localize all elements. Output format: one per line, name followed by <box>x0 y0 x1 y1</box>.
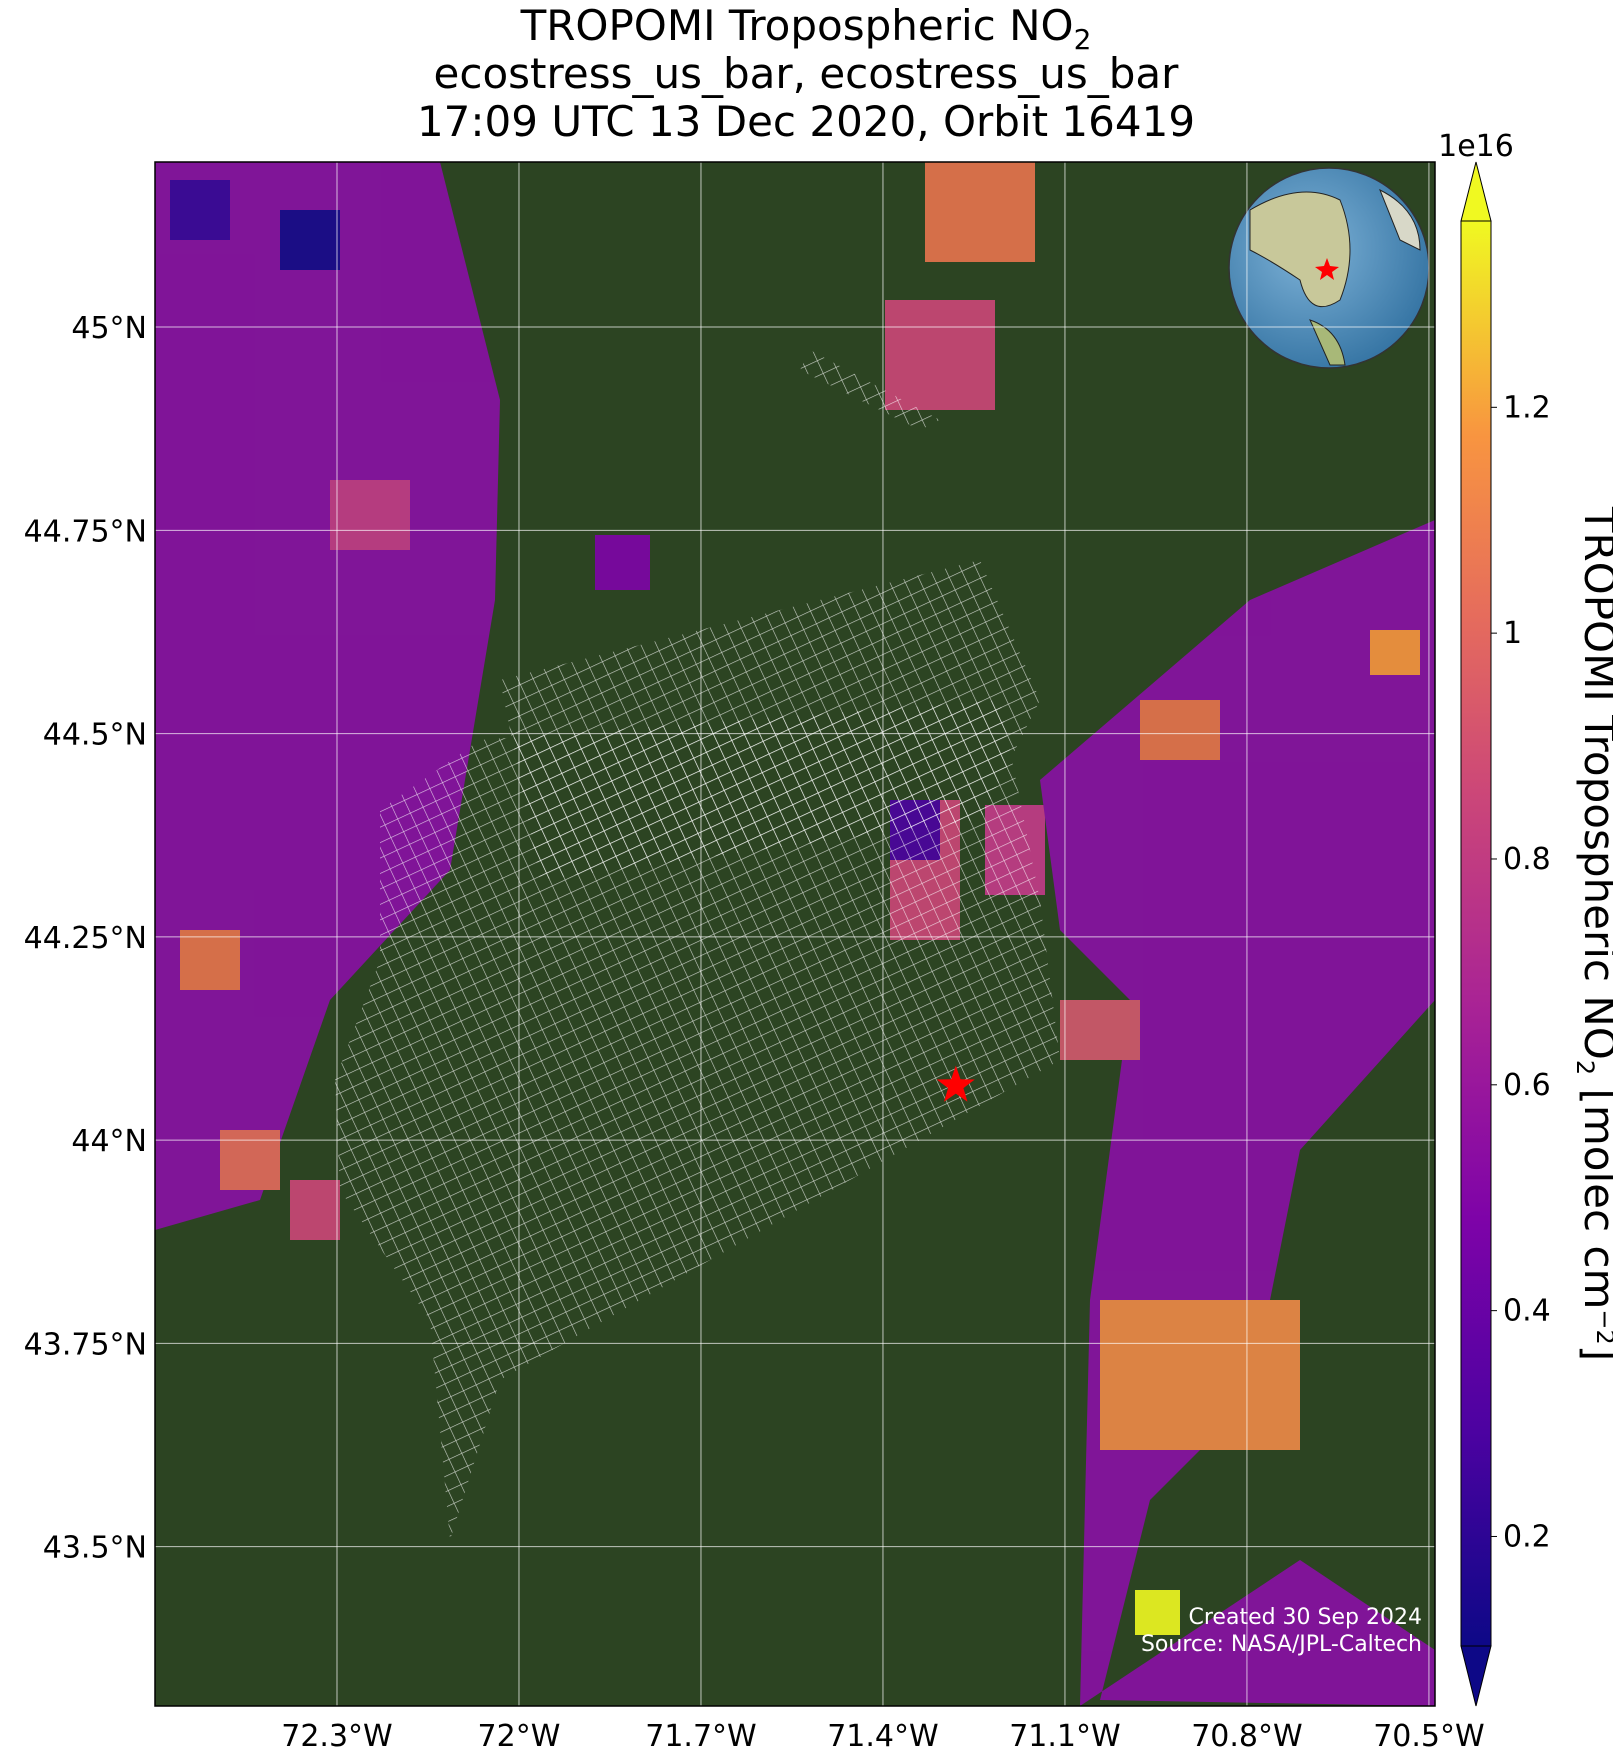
title-line: 17:09 UTC 13 Dec 2020, Orbit 16419 <box>417 97 1195 146</box>
credit: Source: NASA/JPL-Caltech <box>1141 1632 1422 1657</box>
colorbar-label-text: 2 <box>1571 1060 1599 1075</box>
y-tick-label: 45°N <box>71 311 147 346</box>
title-line: ecostress_us_bar, ecostress_us_bar <box>434 49 1180 98</box>
colorbar-label-text: [molec cm <box>1575 1075 1613 1309</box>
colorbar-label-text: −2 <box>1591 1309 1613 1344</box>
x-tick-label: 70.5°W <box>1373 1719 1484 1752</box>
x-tick-label: 72°W <box>478 1719 561 1752</box>
map-area <box>155 162 1435 1706</box>
title-text: 17:09 UTC 13 Dec 2020, Orbit 16419 <box>417 97 1195 146</box>
colorbar-tick-label: 1.2 <box>1503 390 1551 425</box>
credit: Created 30 Sep 2024 <box>1189 1605 1423 1630</box>
colorbar-tick-label: 0.6 <box>1503 1068 1551 1103</box>
y-tick-label: 43.75°N <box>24 1327 147 1362</box>
colorbar-tick-label: 0.2 <box>1503 1519 1551 1554</box>
colorbar-extend-top <box>1460 161 1492 222</box>
title-text: TROPOMI Tropospheric NO <box>520 1 1074 50</box>
y-tick-label: 44.5°N <box>43 718 147 753</box>
colorbar-label: TROPOMI Tropospheric NO2 [molec cm−2] <box>1571 506 1613 1361</box>
x-tick-label: 71.7°W <box>645 1719 756 1752</box>
ecostress-footprint <box>335 700 1060 1540</box>
colorbar-label-text: TROPOMI Tropospheric NO <box>1575 506 1613 1060</box>
colorbar-multiplier: 1e16 <box>1438 129 1514 164</box>
map-frame <box>154 161 1436 1707</box>
title-block: TROPOMI Tropospheric NO2ecostress_us_bar… <box>417 1 1195 146</box>
colorbar: 0.2 0.4 0.6 0.8 1 1.2 1e16 TROPOMI Tropospheric… <box>1438 129 1613 1707</box>
inset-globe <box>1228 167 1430 369</box>
ecostress-footprint <box>500 560 1040 880</box>
y-tick-label: 44.75°N <box>24 514 147 549</box>
colorbar-tick-label: 0.4 <box>1503 1294 1551 1329</box>
x-tick-label: 71.1°W <box>1009 1719 1120 1752</box>
y-tick-label: 43.5°N <box>43 1531 147 1566</box>
title-text: 2 <box>1074 23 1092 56</box>
graticule: 72.3°W 72°W 71.7°W 71.4°W 71.1°W 70.8°W 70.5°W… <box>24 162 1485 1752</box>
colorbar-tick-label: 1 <box>1503 616 1522 651</box>
colorbar-label-text: ] <box>1575 1345 1613 1361</box>
title-text: ecostress_us_bar, ecostress_us_bar <box>434 49 1180 98</box>
y-tick-label: 44°N <box>71 1124 147 1159</box>
ecostress-footprint <box>800 350 940 430</box>
y-tick-label: 44.25°N <box>24 921 147 956</box>
colorbar-body <box>1460 220 1492 1647</box>
no2-pixels <box>155 162 1435 1706</box>
colorbar-extend-bottom <box>1460 1645 1492 1707</box>
x-tick-label: 72.3°W <box>281 1719 392 1752</box>
colorbar-tick-label: 0.8 <box>1503 842 1551 877</box>
x-tick-label: 70.8°W <box>1191 1719 1302 1752</box>
x-tick-label: 71.4°W <box>827 1719 938 1752</box>
title-line: TROPOMI Tropospheric NO2 <box>520 1 1092 56</box>
site-marker <box>936 1065 975 1102</box>
